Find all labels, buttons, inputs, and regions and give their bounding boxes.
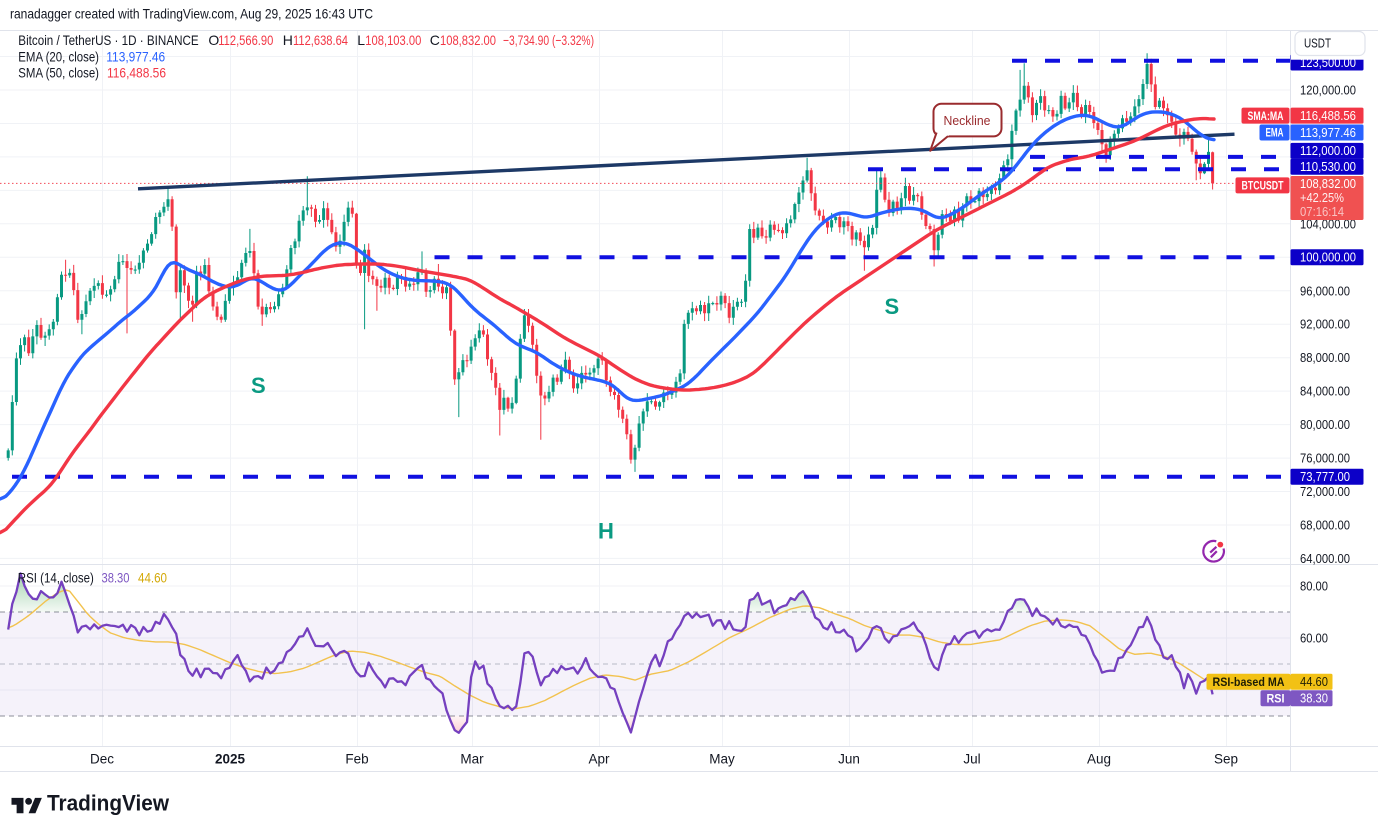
svg-text:Aug: Aug [1087, 752, 1111, 767]
svg-text:−3,734.90 (−3.32%): −3,734.90 (−3.32%) [503, 32, 594, 48]
svg-text:44.60: 44.60 [1300, 675, 1328, 689]
svg-text:60.00: 60.00 [1300, 631, 1328, 646]
svg-text:113,977.46: 113,977.46 [106, 50, 165, 65]
svg-text:68,000.00: 68,000.00 [1300, 518, 1350, 533]
svg-text:104,000.00: 104,000.00 [1300, 216, 1356, 231]
svg-text:92,000.00: 92,000.00 [1300, 317, 1350, 332]
svg-text:RSI-based MA: RSI-based MA [1213, 675, 1285, 689]
svg-text:May: May [709, 752, 735, 767]
svg-text:116,488.56: 116,488.56 [1300, 109, 1356, 123]
svg-text:108,103.00: 108,103.00 [365, 32, 421, 48]
svg-text:L: L [357, 32, 365, 48]
svg-text:100,000.00: 100,000.00 [1300, 251, 1356, 265]
svg-text:38.30: 38.30 [1300, 692, 1328, 706]
svg-text:H: H [283, 32, 293, 48]
svg-text:S: S [885, 294, 900, 319]
svg-text:113,977.46: 113,977.46 [1300, 126, 1356, 140]
svg-text:O: O [208, 32, 219, 48]
svg-text:S: S [251, 373, 266, 398]
svg-text:H: H [598, 519, 614, 544]
svg-text:07:16:14: 07:16:14 [1300, 205, 1344, 219]
svg-text:RSI: RSI [1267, 692, 1285, 706]
svg-text:Jun: Jun [838, 752, 860, 767]
svg-text:64,000.00: 64,000.00 [1300, 551, 1350, 566]
svg-text:EMA (20, close): EMA (20, close) [18, 50, 99, 65]
svg-text:SMA (50, close): SMA (50, close) [18, 66, 99, 81]
svg-text:Bitcoin / TetherUS · 1D · BINA: Bitcoin / TetherUS · 1D · BINANCE [18, 32, 198, 48]
svg-text:EMA: EMA [1266, 126, 1284, 140]
svg-text:Dec: Dec [90, 752, 114, 767]
svg-text:120,000.00: 120,000.00 [1300, 83, 1356, 98]
svg-text:Apr: Apr [588, 752, 610, 767]
svg-text:+42.25%: +42.25% [1300, 191, 1344, 205]
svg-text:C: C [430, 32, 440, 48]
svg-text:38.30: 38.30 [102, 570, 130, 585]
svg-text:112,638.64: 112,638.64 [293, 32, 348, 48]
svg-text:110,530.00: 110,530.00 [1300, 160, 1356, 174]
svg-text:72,000.00: 72,000.00 [1300, 484, 1350, 499]
svg-text:96,000.00: 96,000.00 [1300, 283, 1350, 298]
svg-text:SMA:MA: SMA:MA [1248, 109, 1284, 123]
svg-text:112,000.00: 112,000.00 [1300, 144, 1356, 158]
svg-text:88,000.00: 88,000.00 [1300, 350, 1350, 365]
svg-text:80,000.00: 80,000.00 [1300, 417, 1350, 432]
svg-text:Neckline: Neckline [944, 114, 991, 128]
svg-text:116,488.56: 116,488.56 [107, 66, 166, 81]
svg-text:112,566.90: 112,566.90 [218, 32, 273, 48]
svg-text:Mar: Mar [460, 752, 484, 767]
svg-text:80.00: 80.00 [1300, 579, 1328, 594]
svg-text:44.60: 44.60 [138, 570, 167, 585]
svg-text:108,832.00: 108,832.00 [1300, 177, 1356, 191]
svg-text:BTCUSDT: BTCUSDT [1242, 179, 1284, 193]
svg-text:108,832.00: 108,832.00 [440, 32, 496, 48]
svg-text:Feb: Feb [345, 752, 368, 767]
svg-text:RSI (14, close): RSI (14, close) [18, 570, 94, 585]
svg-text:Sep: Sep [1214, 752, 1238, 767]
svg-text:TradingView: TradingView [47, 791, 169, 816]
svg-text:Jul: Jul [963, 752, 980, 767]
svg-text:USDT: USDT [1304, 36, 1331, 51]
svg-text:84,000.00: 84,000.00 [1300, 384, 1350, 399]
svg-text:2025: 2025 [215, 752, 246, 767]
svg-text:73,777.00: 73,777.00 [1300, 470, 1350, 484]
svg-text:ranadagger created with Tradin: ranadagger created with TradingView.com,… [10, 5, 373, 21]
svg-text:76,000.00: 76,000.00 [1300, 451, 1350, 466]
